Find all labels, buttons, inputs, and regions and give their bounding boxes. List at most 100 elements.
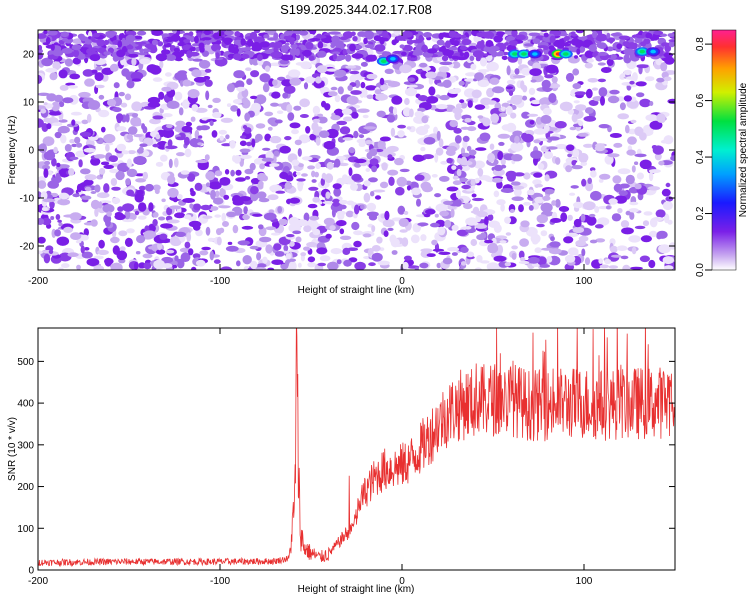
heatmap-cell bbox=[472, 50, 485, 58]
heatmap-cell bbox=[273, 41, 283, 49]
heatmap-cell bbox=[448, 46, 458, 51]
heatmap-cell bbox=[303, 225, 312, 233]
heatmap-cell bbox=[491, 86, 505, 94]
heatmap-cell bbox=[49, 72, 58, 81]
heatmap-cell bbox=[351, 53, 364, 59]
heatmap-cell bbox=[259, 236, 272, 243]
heatmap-cell bbox=[376, 236, 383, 244]
heatmap-cell bbox=[38, 250, 44, 255]
heatmap-cell bbox=[160, 154, 168, 162]
heatmap-cell bbox=[256, 54, 263, 61]
heatmap-cell bbox=[360, 81, 366, 89]
heatmap-cell bbox=[504, 216, 512, 224]
heatmap-cell bbox=[595, 34, 608, 42]
heatmap-cell bbox=[460, 34, 467, 39]
heatmap-cell bbox=[548, 45, 555, 50]
heatmap-cell bbox=[142, 126, 148, 134]
heatmap-cell bbox=[197, 161, 209, 171]
heatmap-cell bbox=[250, 260, 258, 270]
heatmap-cell bbox=[572, 68, 580, 76]
heatmap-cell bbox=[249, 191, 259, 202]
heatmap-cell bbox=[135, 178, 147, 183]
heatmap-cell bbox=[489, 77, 500, 85]
heatmap-cell bbox=[197, 142, 203, 146]
heatmap-cell bbox=[243, 47, 252, 51]
heatmap-cell bbox=[477, 79, 490, 88]
heatmap-cell bbox=[493, 255, 507, 262]
heatmap-cell bbox=[660, 62, 668, 72]
heatmap-cell bbox=[510, 95, 523, 105]
heatmap-cell bbox=[288, 240, 295, 247]
heatmap-cell bbox=[565, 165, 572, 173]
heatmap-cell bbox=[57, 219, 62, 223]
heatmap-cell bbox=[84, 186, 92, 192]
heatmap-cell bbox=[652, 216, 664, 221]
heatmap-cell bbox=[296, 34, 300, 41]
heatmap-cell bbox=[480, 232, 487, 239]
heatmap-cell bbox=[273, 243, 282, 251]
heatmap-cell bbox=[540, 114, 552, 124]
heatmap-cell bbox=[635, 35, 646, 39]
heatmap-cell bbox=[182, 99, 190, 109]
heatmap-cell bbox=[486, 262, 499, 270]
heatmap-cell bbox=[116, 49, 126, 58]
heatmap-cell bbox=[157, 41, 164, 47]
heatmap-cell bbox=[121, 150, 130, 155]
heatmap-cell bbox=[527, 256, 540, 264]
heatmap-cell bbox=[317, 41, 324, 49]
heatmap-cell bbox=[151, 30, 164, 36]
heatmap-cell bbox=[269, 163, 280, 167]
heatmap-cell bbox=[609, 245, 618, 253]
heatmap-cell bbox=[159, 233, 168, 240]
heatmap-cell bbox=[51, 157, 57, 167]
heatmap-cell bbox=[69, 156, 79, 160]
heatmap-cell bbox=[106, 211, 112, 217]
heatmap-cell bbox=[618, 190, 628, 197]
heatmap-cell bbox=[598, 258, 603, 264]
heatmap-cell bbox=[128, 53, 139, 58]
heatmap-y-ticks: -20 -10 0 10 20 bbox=[20, 50, 675, 253]
heatmap-cell bbox=[38, 118, 44, 128]
heatmap-cell bbox=[620, 255, 629, 260]
heatmap-cell bbox=[645, 114, 658, 122]
heatmap-cell bbox=[406, 84, 418, 88]
heatmap-cell bbox=[244, 168, 254, 175]
heatmap-cell bbox=[214, 214, 221, 218]
heatmap-cell bbox=[615, 56, 624, 60]
heatmap-cell bbox=[371, 225, 376, 233]
heatmap-cell bbox=[573, 201, 584, 209]
heatmap-cell bbox=[515, 34, 526, 41]
heatmap-cell bbox=[379, 36, 385, 45]
snr-y-ticks: 0 100 200 300 400 500 bbox=[17, 357, 675, 577]
heatmap-cell bbox=[38, 74, 43, 84]
heatmap-cell bbox=[110, 178, 118, 186]
heatmap-cell bbox=[43, 30, 48, 35]
heatmap-cell bbox=[240, 38, 246, 46]
heatmap-cell bbox=[258, 224, 264, 230]
heatmap-cell bbox=[532, 241, 538, 245]
heatmap-cell bbox=[133, 134, 143, 138]
heatmap-cell bbox=[179, 49, 185, 57]
heatmap-cell bbox=[152, 143, 160, 148]
heatmap-cell bbox=[103, 51, 111, 56]
heatmap-cell bbox=[438, 138, 444, 148]
heatmap-cell bbox=[70, 111, 82, 116]
heatmap-cell bbox=[489, 143, 495, 150]
heatmap-cell bbox=[38, 92, 50, 96]
heatmap-cell bbox=[605, 156, 613, 162]
heatmap-cell bbox=[72, 193, 80, 198]
heatmap-cell bbox=[469, 55, 475, 61]
heatmap-cell bbox=[292, 230, 302, 235]
heatmap-cell bbox=[484, 239, 494, 244]
heatmap-cell bbox=[449, 120, 459, 128]
heatmap-cell bbox=[294, 139, 302, 146]
heatmap-cell bbox=[264, 65, 271, 72]
heatmap-cell bbox=[363, 37, 368, 45]
heatmap-cell bbox=[97, 249, 109, 256]
heatmap-cell bbox=[636, 64, 649, 69]
heatmap-cell bbox=[182, 79, 192, 87]
heatmap-cell bbox=[250, 186, 259, 195]
heatmap-cell bbox=[43, 168, 49, 179]
heatmap-cell bbox=[308, 186, 319, 191]
heatmap-cell bbox=[124, 210, 131, 220]
